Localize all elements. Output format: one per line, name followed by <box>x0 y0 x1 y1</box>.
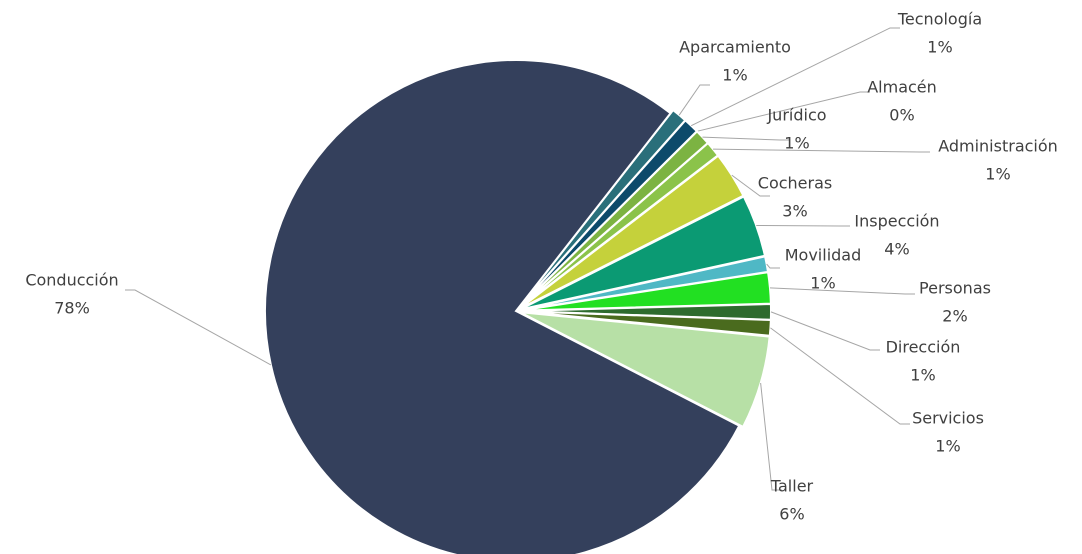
leader-line <box>756 224 850 227</box>
slice-label: Dirección <box>886 338 961 357</box>
slice-value-label: 3% <box>782 202 807 221</box>
leader-line <box>731 174 770 197</box>
slice-label: Inspección <box>854 212 939 231</box>
slice-value-label: 1% <box>722 66 747 85</box>
leader-line <box>769 287 915 295</box>
slice-value-label: 6% <box>779 505 804 524</box>
leader-line <box>713 148 930 153</box>
slice-value-label: 4% <box>884 240 909 259</box>
pie-slice <box>264 59 741 554</box>
slice-label: Cocheras <box>758 174 832 193</box>
slice-label: Tecnología <box>897 10 982 29</box>
slice-label: Movilidad <box>785 246 862 265</box>
slice-value-label: 78% <box>54 299 90 318</box>
leader-line <box>770 311 880 351</box>
slice-value-label: 1% <box>927 38 952 57</box>
slice-label: Taller <box>770 477 814 496</box>
slice-label: Almacén <box>867 78 937 97</box>
leader-line <box>766 263 780 269</box>
slice-value-label: 1% <box>985 165 1010 184</box>
slice-value-label: 2% <box>942 307 967 326</box>
slice-value-label: 1% <box>784 134 809 153</box>
leader-line <box>125 289 272 366</box>
slice-value-label: 1% <box>810 274 835 293</box>
slice-value-label: 1% <box>910 366 935 385</box>
leader-line <box>678 84 710 116</box>
leader-line <box>690 27 900 127</box>
slice-label: Administración <box>938 137 1058 156</box>
slice-label: Jurídico <box>766 106 826 125</box>
leader-line <box>760 382 782 491</box>
slice-label: Servicios <box>912 409 984 428</box>
slice-value-label: 1% <box>935 437 960 456</box>
leader-line <box>696 91 870 132</box>
slice-label: Aparcamiento <box>679 38 791 57</box>
leader-line <box>702 136 790 141</box>
slice-label: Conducción <box>25 271 118 290</box>
slice-value-label: 0% <box>889 106 914 125</box>
leader-line <box>770 327 910 425</box>
slice-label: Personas <box>919 279 991 298</box>
